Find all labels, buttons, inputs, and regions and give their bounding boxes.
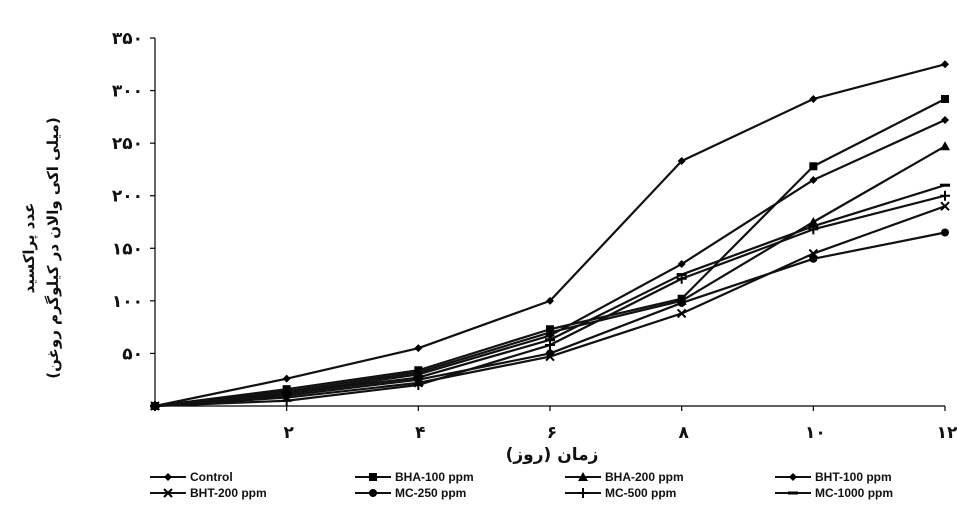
series-line — [154, 231, 946, 408]
legend-label: MC-250 ppm — [395, 486, 466, 500]
legend-item: BHT-100 ppm — [775, 470, 892, 484]
data-point — [940, 190, 950, 201]
legend-marker — [369, 473, 377, 481]
series-group — [150, 183, 950, 408]
data-point — [940, 141, 950, 151]
data-point — [676, 273, 687, 277]
series-group — [150, 141, 950, 410]
data-point — [941, 60, 949, 69]
legend-marker — [788, 491, 798, 495]
x-tick-label: ۲ — [283, 423, 294, 443]
legend-item: MC-1000 ppm — [775, 486, 893, 500]
y-tick-label: ۱۵۰ — [112, 239, 143, 259]
legend-item: BHT-200 ppm — [150, 486, 267, 500]
x-axis-label: زمان (روز) — [506, 445, 599, 465]
legend-item: MC-500 ppm — [565, 486, 676, 500]
data-point — [808, 224, 819, 228]
legend-label: BHA-100 ppm — [395, 470, 474, 484]
y-tick-label: ۱۰۰ — [112, 292, 143, 312]
legend-marker — [163, 488, 173, 498]
x-tick-label: ۸ — [678, 423, 689, 443]
data-point — [281, 395, 292, 406]
ticks: ۵۰ ۱۰۰ ۱۵۰ ۲۰۰ ۲۵۰ ۳۰۰ ۳۵۰ ۲ ۴ ۶ ۸ ۱۰ ۱۲ — [112, 29, 957, 443]
data-point — [941, 228, 949, 237]
data-point — [809, 162, 818, 171]
y-axis-label: عدد پراکسید — [20, 203, 39, 294]
data-point — [809, 175, 818, 184]
legend-marker — [578, 472, 588, 481]
legend-item: Control — [150, 470, 233, 484]
legend-label: BHT-100 ppm — [815, 470, 892, 484]
data-point — [413, 376, 424, 380]
legend-item: BHA-100 ppm — [355, 470, 474, 484]
x-tick-label: ۶ — [547, 423, 557, 443]
legend-marker — [789, 473, 797, 481]
legend-label: Control — [190, 470, 233, 484]
series-group — [151, 116, 949, 410]
data-point — [414, 344, 423, 353]
legend-marker — [369, 489, 377, 497]
data-point — [150, 404, 160, 408]
y-tick-label: ۳۰۰ — [112, 82, 143, 102]
legend-marker — [578, 488, 588, 498]
data-point — [940, 201, 950, 211]
series-lines — [150, 60, 950, 411]
legend-label: MC-1000 ppm — [815, 486, 893, 500]
series-line — [154, 184, 946, 408]
legend-item: BHA-200 ppm — [565, 470, 684, 484]
data-point — [677, 157, 686, 166]
y-tick-label: ۲۵۰ — [112, 134, 143, 154]
y-tick-label: ۲۰۰ — [112, 187, 143, 207]
data-point — [545, 340, 555, 351]
data-point — [941, 116, 949, 125]
x-tick-label: ۱۰ — [805, 423, 826, 443]
data-point — [546, 296, 554, 305]
series-line — [154, 119, 946, 408]
y-tick-label: ۳۵۰ — [112, 29, 143, 49]
series-group — [150, 201, 950, 411]
data-point — [809, 254, 818, 263]
data-point — [941, 94, 949, 103]
x-tick-label: ۱۲ — [937, 423, 957, 443]
series-group — [151, 94, 949, 410]
data-point — [545, 338, 555, 342]
y-tick-label: ۵۰ — [122, 344, 143, 364]
data-point — [676, 308, 687, 319]
data-point — [677, 298, 686, 307]
x-tick-label: ۴ — [415, 423, 425, 443]
data-point — [940, 183, 950, 187]
series-line — [154, 145, 946, 408]
series-line — [154, 205, 946, 408]
y-axis-unit-label: (میلی اکی والان در کیلوگرم روغن) — [44, 117, 62, 378]
legend-item: MC-250 ppm — [355, 486, 466, 500]
legend-marker — [164, 473, 172, 481]
legend-label: BHT-200 ppm — [190, 486, 267, 500]
legend: Control BHA-100 ppm BHA-200 ppm BHT-100 ppm… — [150, 470, 893, 500]
legend-label: BHA-200 ppm — [605, 470, 684, 484]
data-point — [808, 217, 819, 226]
legend-label: MC-500 ppm — [605, 486, 676, 500]
data-point — [413, 379, 424, 390]
data-point — [546, 349, 554, 358]
data-point — [282, 374, 291, 383]
data-point — [809, 94, 818, 103]
data-point — [677, 260, 686, 269]
series-line — [154, 98, 946, 408]
data-point — [281, 391, 292, 395]
